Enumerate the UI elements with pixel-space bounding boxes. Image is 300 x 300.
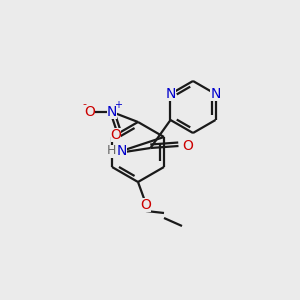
Text: N: N	[165, 87, 176, 101]
Text: -: -	[82, 99, 86, 109]
Text: N: N	[107, 105, 117, 119]
Text: O: O	[182, 139, 193, 153]
Text: N: N	[210, 87, 221, 101]
Text: +: +	[114, 100, 122, 110]
Text: O: O	[85, 105, 95, 119]
Text: N: N	[116, 144, 127, 158]
Text: O: O	[111, 128, 122, 142]
Text: O: O	[141, 198, 152, 212]
Text: H: H	[107, 145, 116, 158]
